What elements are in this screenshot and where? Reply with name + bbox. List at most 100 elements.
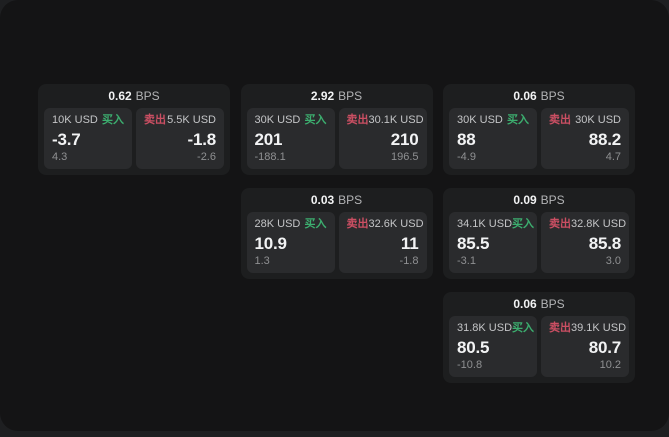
buy-price: 80.5 — [457, 337, 490, 357]
sell-size-label: 30K USD — [575, 114, 621, 126]
sell-price: 11 — [400, 233, 419, 253]
spread-header: 0.03 BPS — [241, 188, 433, 212]
buy-sell-panels: 34.1K USD 买入 85.5 -3.1 卖出 32.8K USD 85.8… — [443, 212, 635, 279]
sell-tag: 卖出 — [346, 218, 369, 230]
buy-price: -3.7 — [52, 129, 81, 149]
sell-delta: 10.2 — [599, 359, 621, 371]
spread-unit-label: BPS — [540, 89, 565, 103]
sell-delta: 4.7 — [605, 151, 621, 163]
sell-size-label: 32.8K USD — [571, 218, 627, 230]
sell-panel[interactable]: 卖出 5.5K USD -1.8 -2.6 — [136, 108, 224, 169]
spread-header: 0.06 BPS — [443, 292, 635, 316]
sell-price: -1.8 — [187, 129, 217, 149]
sell-panel-top: 卖出 39.1K USD — [549, 322, 626, 335]
spread-header: 0.62 BPS — [38, 84, 230, 108]
buy-price: 10.9 — [254, 233, 287, 253]
spread-header: 0.06 BPS — [443, 84, 635, 108]
buy-tag: 买入 — [507, 114, 529, 126]
spread-header: 0.09 BPS — [443, 188, 635, 212]
sell-panel-top: 卖出 30K USD — [549, 114, 621, 127]
sell-size-label: 30.1K USD — [368, 114, 424, 126]
buy-delta: -4.9 — [457, 151, 476, 163]
buy-panel-top: 34.1K USD 买入 — [457, 218, 534, 231]
spread-value: 0.62 — [108, 89, 132, 103]
sell-price: 80.7 — [588, 337, 621, 357]
sell-tag: 卖出 — [549, 218, 571, 230]
buy-size-label: 34.1K USD — [457, 218, 513, 230]
sell-panel[interactable]: 卖出 32.6K USD 11 -1.8 — [338, 212, 427, 273]
sell-size-label: 39.1K USD — [571, 322, 627, 334]
buy-price: 85.5 — [457, 233, 490, 253]
buy-size-label: 30K USD — [254, 114, 301, 126]
buy-delta: -188.1 — [254, 151, 286, 163]
sell-price: 88.2 — [588, 129, 621, 149]
buy-tag: 买入 — [512, 322, 535, 334]
buy-tag: 买入 — [304, 114, 327, 126]
quote-card: 0.03 BPS 28K USD 买入 10.9 1.3 卖出 32.6K US… — [240, 188, 433, 279]
sell-price: 210 — [390, 129, 419, 149]
sell-panel[interactable]: 卖出 39.1K USD 80.7 10.2 — [541, 316, 629, 377]
buy-sell-panels: 28K USD 买入 10.9 1.3 卖出 32.6K USD 11 -1.8 — [241, 212, 433, 279]
buy-delta: -3.1 — [457, 255, 476, 267]
spread-unit-label: BPS — [540, 297, 565, 311]
buy-delta: 1.3 — [254, 255, 270, 267]
spread-unit-label: BPS — [338, 193, 363, 207]
sell-tag: 卖出 — [549, 114, 571, 126]
sell-delta: 196.5 — [390, 151, 419, 163]
buy-sell-panels: 10K USD 买入 -3.7 4.3 卖出 5.5K USD -1.8 -2.… — [38, 108, 230, 175]
sell-panel[interactable]: 卖出 32.8K USD 85.8 3.0 — [541, 212, 629, 273]
spread-value: 0.09 — [513, 193, 537, 207]
buy-panel-top: 31.8K USD 买入 — [457, 322, 534, 335]
buy-size-label: 31.8K USD — [457, 322, 513, 334]
sell-panel-top: 卖出 5.5K USD — [144, 114, 216, 127]
sell-size-label: 5.5K USD — [167, 114, 216, 126]
buy-panel-top: 30K USD 买入 — [255, 114, 327, 127]
buy-price: 88 — [457, 129, 476, 149]
sell-tag: 卖出 — [346, 114, 369, 126]
buy-price: 201 — [254, 129, 283, 149]
sell-panel-top: 卖出 32.8K USD — [549, 218, 626, 231]
quote-card: 0.62 BPS 10K USD 买入 -3.7 4.3 卖出 5.5K USD… — [38, 84, 230, 175]
spread-value: 2.92 — [310, 89, 335, 103]
buy-panel[interactable]: 10K USD 买入 -3.7 4.3 — [44, 108, 132, 169]
sell-panel-top: 卖出 30.1K USD — [346, 114, 424, 127]
buy-panel[interactable]: 34.1K USD 买入 85.5 -3.1 — [449, 212, 537, 273]
buy-sell-panels: 31.8K USD 买入 80.5 -10.8 卖出 39.1K USD 80.… — [443, 316, 635, 383]
buy-tag: 买入 — [304, 218, 327, 230]
sell-delta: -2.6 — [197, 151, 216, 163]
spread-unit-label: BPS — [338, 89, 363, 103]
spread-unit-label: BPS — [135, 89, 160, 103]
buy-panel-top: 10K USD 买入 — [52, 114, 124, 127]
sell-panel[interactable]: 卖出 30.1K USD 210 196.5 — [338, 108, 427, 169]
sell-panel[interactable]: 卖出 30K USD 88.2 4.7 — [541, 108, 629, 169]
buy-delta: 4.3 — [52, 151, 68, 163]
quote-card: 0.09 BPS 34.1K USD 买入 85.5 -3.1 卖出 32.8K… — [443, 188, 635, 279]
buy-size-label: 30K USD — [457, 114, 503, 126]
buy-panel[interactable]: 28K USD 买入 10.9 1.3 — [246, 212, 335, 273]
sell-panel-top: 卖出 32.6K USD — [346, 218, 424, 231]
buy-panel-top: 28K USD 买入 — [255, 218, 327, 231]
sell-tag: 卖出 — [144, 114, 166, 126]
spread-unit-label: BPS — [540, 193, 565, 207]
buy-sell-panels: 30K USD 买入 88 -4.9 卖出 30K USD 88.2 4.7 — [443, 108, 635, 175]
buy-panel-top: 30K USD 买入 — [457, 114, 529, 127]
buy-panel[interactable]: 30K USD 买入 201 -188.1 — [246, 108, 335, 169]
buy-tag: 买入 — [512, 218, 535, 230]
quote-card: 0.06 BPS 30K USD 买入 88 -4.9 卖出 30K USD 8… — [443, 84, 635, 175]
buy-delta: -10.8 — [457, 359, 483, 371]
sell-price: 85.8 — [588, 233, 621, 253]
sell-size-label: 32.6K USD — [368, 218, 424, 230]
buy-panel[interactable]: 30K USD 买入 88 -4.9 — [449, 108, 537, 169]
buy-size-label: 28K USD — [254, 218, 301, 230]
spread-header: 2.92 BPS — [241, 84, 433, 108]
sell-tag: 卖出 — [549, 322, 571, 334]
spread-value: 0.06 — [513, 89, 537, 103]
buy-panel[interactable]: 31.8K USD 买入 80.5 -10.8 — [449, 316, 537, 377]
sell-delta: -1.8 — [399, 255, 419, 267]
spread-value: 0.03 — [310, 193, 335, 207]
sell-delta: 3.0 — [605, 255, 621, 267]
buy-sell-panels: 30K USD 买入 201 -188.1 卖出 30.1K USD 210 1… — [241, 108, 433, 175]
buy-size-label: 10K USD — [52, 114, 98, 126]
spread-value: 0.06 — [513, 297, 537, 311]
